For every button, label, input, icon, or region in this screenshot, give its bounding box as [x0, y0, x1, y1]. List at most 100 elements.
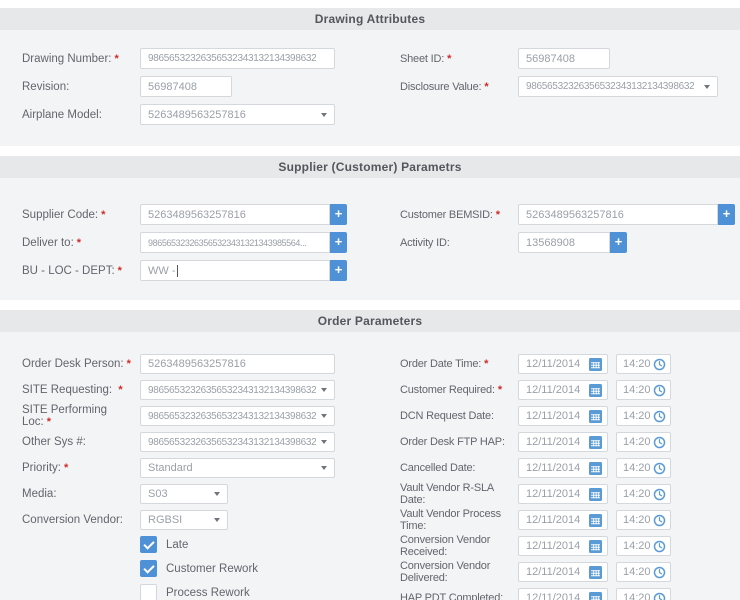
- field-label: SITE Requesting: *: [22, 384, 140, 396]
- clock-icon[interactable]: [653, 358, 666, 371]
- bu-loc-dept-add-button[interactable]: +: [330, 260, 347, 281]
- calendar-icon[interactable]: [589, 357, 602, 371]
- field-group: 986565323263565323431321343985564... +: [140, 232, 347, 253]
- time-value: 14:20: [623, 410, 651, 422]
- revision-input[interactable]: 56987408: [140, 76, 232, 97]
- calendar-icon[interactable]: [589, 383, 602, 397]
- checkbox-label: Process Rework: [166, 586, 250, 599]
- priority-select[interactable]: Standard: [140, 458, 335, 478]
- hap-pdt-completed-time-input[interactable]: 14:20: [616, 588, 671, 600]
- media-select[interactable]: S03: [140, 484, 228, 504]
- input-value: 56987408: [148, 80, 197, 93]
- site-performing-loc-select[interactable]: 98656532326356532343132134398632: [140, 406, 335, 426]
- clock-icon[interactable]: [653, 488, 666, 501]
- calendar-icon[interactable]: [589, 539, 602, 553]
- datetime-group: 12/11/2014 14:20: [518, 380, 671, 400]
- cancelled-date-time-input[interactable]: 14:20: [616, 458, 671, 478]
- check-icon: [143, 538, 155, 550]
- customer-bemsid-input[interactable]: 5263489563257816: [518, 204, 718, 225]
- clock-icon[interactable]: [653, 410, 666, 423]
- field-label: HAP PDT Completed:: [400, 592, 518, 600]
- process-rework-checkbox[interactable]: [140, 584, 157, 600]
- date-value: 12/11/2014: [526, 488, 581, 500]
- calendar-icon[interactable]: [589, 513, 602, 527]
- supplier-code-input[interactable]: 5263489563257816: [140, 204, 330, 225]
- hap-pdt-completed-date-input[interactable]: 12/11/2014: [518, 588, 608, 600]
- conversion-vendor-delivered-date-input[interactable]: 12/11/2014: [518, 562, 608, 582]
- supplier-code-add-button[interactable]: +: [330, 204, 347, 225]
- clock-icon[interactable]: [653, 384, 666, 397]
- conversion-vendor-received-date-input[interactable]: 12/11/2014: [518, 536, 608, 556]
- clock-icon[interactable]: [653, 462, 666, 475]
- other-sys-select[interactable]: 98656532326356532343132134398632: [140, 432, 335, 452]
- dcn-request-date-date-input[interactable]: 12/11/2014: [518, 406, 608, 426]
- airplane-model-select[interactable]: 5263489563257816: [140, 104, 335, 125]
- order-desk-person-input[interactable]: 5263489563257816: [140, 354, 335, 374]
- vault-vendor-r-sla-date-date-input[interactable]: 12/11/2014: [518, 484, 608, 504]
- bu-loc-dept-input[interactable]: WW -: [140, 260, 330, 281]
- order-desk-ftp-hap-date-input[interactable]: 12/11/2014: [518, 432, 608, 452]
- time-value: 14:20: [623, 566, 651, 578]
- late-checkbox[interactable]: [140, 536, 157, 553]
- conversion-vendor-delivered-time-input[interactable]: 14:20: [616, 562, 671, 582]
- section-order-parameters: Order Parameters Order Desk Person: * 52634…: [0, 310, 740, 600]
- customer-rework-checkbox[interactable]: [140, 560, 157, 577]
- field-label-text: HAP PDT Completed:: [400, 592, 503, 600]
- checkbox-label: Customer Rework: [166, 562, 259, 575]
- dcn-request-date-time-input[interactable]: 14:20: [616, 406, 671, 426]
- calendar-icon[interactable]: [589, 461, 602, 475]
- input-value: 5263489563257816: [148, 208, 246, 221]
- field-label: Vault Vendor R-SLA Date:: [400, 482, 518, 506]
- conversion-vendor-select[interactable]: RGBSI: [140, 510, 228, 530]
- field-label: Disclosure Value: *: [400, 81, 518, 93]
- clock-icon[interactable]: [653, 514, 666, 527]
- form-row: Priority: * Standard: [22, 458, 400, 478]
- conversion-vendor-received-time-input[interactable]: 14:20: [616, 536, 671, 556]
- sheet-id-input[interactable]: 56987408: [518, 48, 610, 69]
- field-label-text: Disclosure Value:: [400, 80, 482, 93]
- field-label-text: Sheet ID:: [400, 52, 445, 65]
- cancelled-date-date-input[interactable]: 12/11/2014: [518, 458, 608, 478]
- activity-id-add-button[interactable]: +: [610, 232, 627, 253]
- vault-vendor-process-time-date-input[interactable]: 12/11/2014: [518, 510, 608, 530]
- field-group: 13568908 +: [518, 232, 627, 253]
- clock-icon[interactable]: [653, 436, 666, 449]
- calendar-icon[interactable]: [589, 487, 602, 501]
- required-asterisk: *: [76, 236, 82, 249]
- date-value: 12/11/2014: [526, 358, 581, 370]
- clock-icon[interactable]: [653, 540, 666, 553]
- field-label: Cancelled Date:: [400, 462, 518, 474]
- required-asterisk: *: [101, 208, 106, 221]
- field-label-text: Vault Vendor Process Time:: [400, 508, 501, 532]
- customer-required-time-input[interactable]: 14:20: [616, 380, 671, 400]
- deliver-to-input[interactable]: 986565323263565323431321343985564...: [140, 232, 330, 253]
- order-date-time-time-input[interactable]: 14:20: [616, 354, 671, 374]
- calendar-icon[interactable]: [589, 591, 602, 600]
- field-label: Deliver to: *: [22, 237, 140, 249]
- disclosure-value-select[interactable]: 98656532326356532343132134398632: [518, 76, 718, 97]
- time-value: 14:20: [623, 358, 651, 370]
- column-right: Customer BEMSID: * 5263489563257816 + Activi…: [400, 204, 735, 288]
- datetime-group: 12/11/2014 14:20: [518, 588, 671, 600]
- drawing-number-input[interactable]: 98656532326356532343132134398632: [140, 48, 335, 69]
- calendar-icon[interactable]: [589, 435, 602, 449]
- customer-bemsid-add-button[interactable]: +: [718, 204, 735, 225]
- field-label: DCN Request Date:: [400, 410, 518, 422]
- dropdown-caret-icon: [704, 84, 710, 89]
- order-date-time-date-input[interactable]: 12/11/2014: [518, 354, 608, 374]
- clock-icon[interactable]: [653, 592, 666, 600]
- customer-required-date-input[interactable]: 12/11/2014: [518, 380, 608, 400]
- clock-icon[interactable]: [653, 566, 666, 579]
- field-label: Other Sys #:: [22, 436, 140, 448]
- calendar-icon[interactable]: [589, 409, 602, 423]
- calendar-icon[interactable]: [589, 565, 602, 579]
- dropdown-caret-icon: [321, 388, 327, 392]
- vault-vendor-process-time-time-input[interactable]: 14:20: [616, 510, 671, 530]
- activity-id-input[interactable]: 13568908: [518, 232, 610, 253]
- site-requesting-select[interactable]: 98656532326356532343132134398632: [140, 380, 335, 400]
- order-desk-ftp-hap-time-input[interactable]: 14:20: [616, 432, 671, 452]
- vault-vendor-r-sla-date-time-input[interactable]: 14:20: [616, 484, 671, 504]
- deliver-to-add-button[interactable]: +: [330, 232, 347, 253]
- column-right: Sheet ID: * 56987408 Disclosure Value: * 9865…: [400, 48, 730, 132]
- form-row: SITE Requesting: * 9865653232635653234313…: [22, 380, 400, 400]
